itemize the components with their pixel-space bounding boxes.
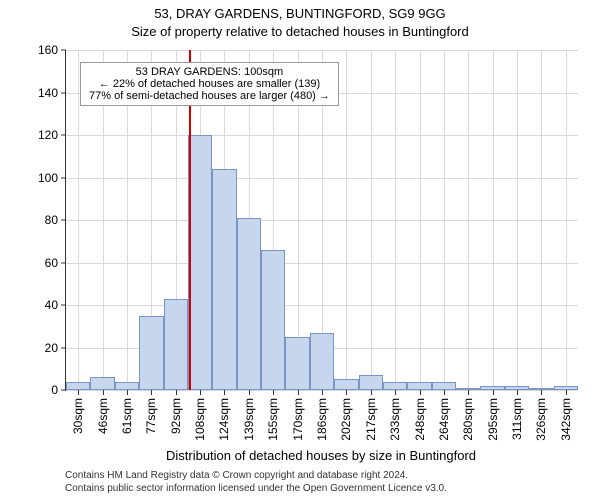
histogram-bar	[188, 135, 212, 390]
xtick-label: 202sqm	[339, 398, 353, 441]
annotation-line-3: 77% of semi-detached houses are larger (…	[89, 90, 330, 102]
xtick-mark	[517, 390, 518, 395]
annotation-box: 53 DRAY GARDENS: 100sqm← 22% of detached…	[80, 62, 339, 106]
xtick-label: 186sqm	[315, 398, 329, 441]
ytick-label: 60	[45, 256, 58, 270]
xtick-label: 108sqm	[193, 398, 207, 441]
xtick-label: 30sqm	[71, 398, 85, 434]
xtick-mark	[200, 390, 201, 395]
xtick-label: 61sqm	[120, 398, 134, 434]
histogram-bar	[310, 333, 334, 390]
xtick-label: 280sqm	[461, 398, 475, 441]
xtick-mark	[249, 390, 250, 395]
gridline-v	[444, 50, 445, 390]
histogram-bar	[383, 382, 407, 391]
xtick-mark	[78, 390, 79, 395]
annotation-line-1: 53 DRAY GARDENS: 100sqm	[89, 66, 330, 78]
histogram-bar	[139, 316, 163, 390]
ytick-mark	[61, 305, 66, 306]
xtick-mark	[224, 390, 225, 395]
histogram-bar	[90, 377, 114, 390]
xtick-label: 124sqm	[217, 398, 231, 441]
xtick-label: 233sqm	[388, 398, 402, 441]
xtick-mark	[395, 390, 396, 395]
histogram-bar	[334, 379, 358, 390]
xtick-label: 264sqm	[437, 398, 451, 441]
histogram-bar	[237, 218, 261, 390]
histogram-bar	[164, 299, 188, 390]
xtick-label: 155sqm	[266, 398, 280, 441]
xtick-label: 342sqm	[559, 398, 573, 441]
gridline-v	[541, 50, 542, 390]
ytick-label: 140	[38, 86, 58, 100]
gridline-v	[517, 50, 518, 390]
xtick-label: 170sqm	[291, 398, 305, 441]
xtick-mark	[273, 390, 274, 395]
ytick-mark	[61, 50, 66, 51]
ytick-label: 120	[38, 128, 58, 142]
xtick-mark	[444, 390, 445, 395]
xtick-mark	[346, 390, 347, 395]
xtick-label: 92sqm	[169, 398, 183, 434]
xtick-mark	[371, 390, 372, 395]
xtick-label: 217sqm	[364, 398, 378, 441]
histogram-bar	[66, 382, 90, 391]
xtick-label: 295sqm	[486, 398, 500, 441]
chart-container: 53, DRAY GARDENS, BUNTINGFORD, SG9 9GG S…	[0, 0, 600, 500]
xtick-label: 46sqm	[96, 398, 110, 434]
histogram-bar	[212, 169, 236, 390]
xtick-mark	[468, 390, 469, 395]
xtick-label: 326sqm	[534, 398, 548, 441]
ytick-label: 160	[38, 43, 58, 57]
histogram-bar	[115, 382, 139, 391]
annotation-line-2: ← 22% of detached houses are smaller (13…	[89, 78, 330, 90]
gridline-v	[346, 50, 347, 390]
ytick-mark	[61, 92, 66, 93]
ytick-mark	[61, 177, 66, 178]
chart-subtitle: Size of property relative to detached ho…	[0, 24, 600, 39]
chart-title: 53, DRAY GARDENS, BUNTINGFORD, SG9 9GG	[0, 6, 600, 21]
ytick-label: 80	[45, 213, 58, 227]
ytick-mark	[61, 262, 66, 263]
ytick-mark	[61, 347, 66, 348]
xtick-label: 77sqm	[144, 398, 158, 434]
xtick-mark	[541, 390, 542, 395]
xtick-mark	[151, 390, 152, 395]
xtick-mark	[103, 390, 104, 395]
xtick-mark	[566, 390, 567, 395]
gridline-v	[566, 50, 567, 390]
xtick-mark	[322, 390, 323, 395]
histogram-bar	[407, 382, 431, 391]
xtick-label: 311sqm	[510, 398, 524, 440]
xtick-mark	[493, 390, 494, 395]
histogram-bar	[432, 382, 456, 391]
ytick-label: 40	[45, 298, 58, 312]
histogram-bar	[285, 337, 309, 390]
xtick-mark	[298, 390, 299, 395]
gridline-v	[420, 50, 421, 390]
xtick-label: 248sqm	[413, 398, 427, 441]
ytick-label: 20	[45, 341, 58, 355]
histogram-bar	[359, 375, 383, 390]
ytick-label: 0	[51, 383, 58, 397]
plot-area: 02040608010012014016030sqm46sqm61sqm77sq…	[65, 50, 578, 391]
ytick-mark	[61, 220, 66, 221]
ytick-mark	[61, 135, 66, 136]
footer-line-1: Contains HM Land Registry data © Crown c…	[65, 470, 408, 481]
ytick-label: 100	[38, 171, 58, 185]
gridline-v	[468, 50, 469, 390]
xtick-mark	[176, 390, 177, 395]
x-axis-label: Distribution of detached houses by size …	[65, 448, 577, 463]
xtick-label: 139sqm	[242, 398, 256, 441]
gridline-v	[493, 50, 494, 390]
gridline-v	[395, 50, 396, 390]
xtick-mark	[127, 390, 128, 395]
gridline-v	[371, 50, 372, 390]
footer-line-2: Contains public sector information licen…	[65, 483, 447, 494]
xtick-mark	[420, 390, 421, 395]
histogram-bar	[261, 250, 285, 390]
